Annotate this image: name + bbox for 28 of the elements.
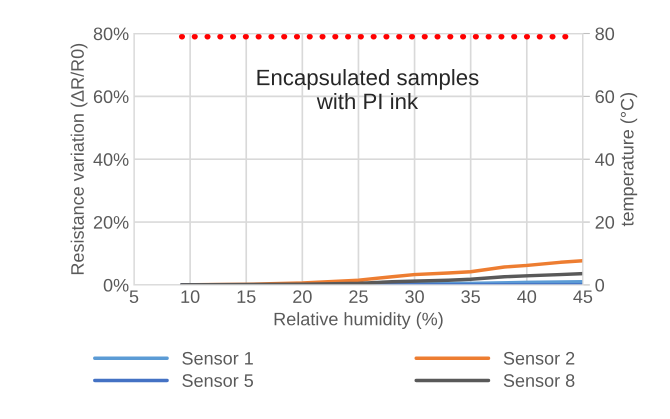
y-axis-title: Resistance variation (ΔR/R0) [70,44,88,274]
y-tick-label: 60% [94,90,128,104]
line-series [180,272,583,285]
x-tick-label: 35 [461,290,480,304]
legend-label: Sensor 1 [182,352,253,365]
x-axis-title: Relative humidity (%) [274,312,443,329]
y2-axis-title: temperature (°C) [620,93,638,226]
x-tick-label: 40 [517,290,536,304]
y2-tick-label: 60 [596,90,614,104]
x-tick-label: 10 [181,290,200,304]
x-tick-label: 45 [573,290,592,304]
legend-label: Sensor 5 [182,374,253,387]
y2-tick-label: 40 [595,153,614,166]
legend-label: Sensor 2 [504,352,574,365]
x-tick-label: 5 [130,290,138,304]
y2-tick-label: 0 [595,278,604,292]
y2-tick-label: 20 [596,216,614,229]
x-tick-label: 20 [293,290,312,304]
x-tick-label: 25 [349,290,368,304]
x-tick-label: 15 [238,290,256,304]
y-tick-label: 40% [93,153,128,166]
y-tick-label: 80% [94,27,128,40]
annotation: Encapsulated samples with PI ink [257,69,478,110]
legend-label: Sensor 8 [504,374,574,387]
y-tick-label: 20% [94,216,128,229]
y2-tick-label: 80 [595,27,614,40]
x-tick-label: 30 [405,290,424,304]
y-tick-label: 0% [104,278,128,292]
